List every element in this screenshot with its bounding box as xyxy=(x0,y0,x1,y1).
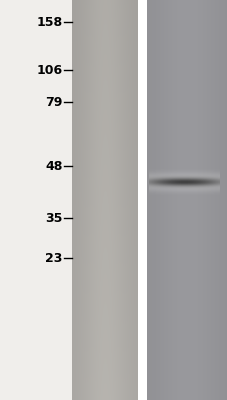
Text: 23: 23 xyxy=(45,252,62,264)
Text: 106: 106 xyxy=(36,64,62,76)
Bar xyxy=(137,0,146,400)
Text: 79: 79 xyxy=(45,96,62,108)
Text: 35: 35 xyxy=(45,212,62,224)
Text: 158: 158 xyxy=(36,16,62,28)
Text: 48: 48 xyxy=(45,160,62,172)
